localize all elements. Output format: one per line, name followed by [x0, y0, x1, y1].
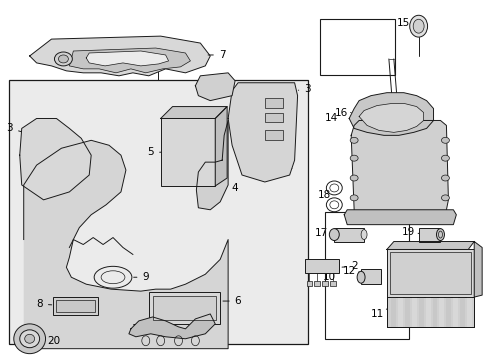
Ellipse shape	[409, 15, 427, 37]
Text: 7: 7	[208, 50, 225, 60]
Text: 3: 3	[6, 123, 21, 134]
Ellipse shape	[349, 195, 357, 201]
Text: 13: 13	[132, 324, 145, 334]
Polygon shape	[24, 140, 228, 349]
Polygon shape	[20, 118, 91, 200]
Bar	[306, 281, 312, 286]
Bar	[446, 297, 450, 327]
Bar	[397, 297, 402, 327]
Bar	[152, 296, 216, 320]
Ellipse shape	[441, 155, 448, 161]
Text: 3: 3	[298, 84, 310, 94]
Bar	[404, 297, 409, 327]
Polygon shape	[69, 48, 190, 73]
Polygon shape	[129, 314, 215, 339]
Ellipse shape	[441, 195, 448, 201]
Bar	[411, 297, 416, 327]
Ellipse shape	[54, 52, 72, 66]
Bar	[390, 297, 395, 327]
Bar	[334, 228, 364, 242]
Polygon shape	[350, 121, 447, 215]
Polygon shape	[228, 83, 297, 182]
Ellipse shape	[25, 334, 35, 343]
Ellipse shape	[412, 19, 423, 33]
Ellipse shape	[14, 324, 45, 354]
Polygon shape	[473, 242, 481, 297]
Polygon shape	[30, 36, 210, 76]
Ellipse shape	[360, 230, 366, 239]
Ellipse shape	[349, 137, 357, 143]
Bar	[304, 260, 339, 273]
Bar	[459, 297, 464, 327]
Polygon shape	[196, 121, 228, 210]
Ellipse shape	[436, 229, 444, 240]
Polygon shape	[161, 107, 226, 118]
Text: 2: 2	[341, 261, 357, 271]
Bar	[386, 297, 473, 327]
Polygon shape	[348, 93, 433, 135]
Polygon shape	[215, 107, 226, 186]
Bar	[389, 252, 470, 294]
Text: 10: 10	[322, 272, 335, 282]
Bar	[264, 113, 282, 122]
Bar	[418, 228, 440, 242]
Ellipse shape	[441, 175, 448, 181]
Text: 6: 6	[223, 296, 241, 306]
Polygon shape	[86, 51, 168, 66]
Text: 16: 16	[334, 108, 350, 117]
Polygon shape	[344, 210, 455, 225]
Text: 1: 1	[154, 60, 162, 73]
Ellipse shape	[20, 330, 40, 348]
Ellipse shape	[328, 229, 339, 240]
Ellipse shape	[356, 271, 365, 283]
Text: 18: 18	[317, 190, 330, 200]
Bar	[418, 297, 423, 327]
Bar	[148, 292, 220, 324]
Text: 15: 15	[396, 18, 413, 28]
Bar	[161, 118, 215, 186]
Bar	[314, 281, 320, 286]
Bar	[322, 281, 327, 286]
Bar	[264, 98, 282, 108]
Bar	[386, 249, 473, 297]
Polygon shape	[195, 73, 235, 100]
Text: 20: 20	[47, 336, 60, 346]
Ellipse shape	[349, 175, 357, 181]
Ellipse shape	[59, 55, 68, 63]
Polygon shape	[358, 104, 423, 132]
Bar	[467, 297, 471, 327]
Bar	[264, 130, 282, 140]
Bar	[53, 297, 98, 315]
Bar	[452, 297, 457, 327]
Text: 8: 8	[36, 299, 52, 309]
Polygon shape	[386, 242, 473, 249]
Text: 19: 19	[401, 226, 419, 237]
Text: 14: 14	[324, 113, 337, 123]
Text: 12: 12	[342, 266, 360, 276]
Bar	[360, 269, 380, 284]
Ellipse shape	[441, 137, 448, 143]
Bar	[319, 19, 394, 75]
Bar	[330, 281, 336, 286]
Ellipse shape	[349, 155, 357, 161]
Bar	[425, 297, 429, 327]
Bar	[56, 300, 95, 312]
Bar	[432, 297, 437, 327]
Text: 11: 11	[369, 309, 386, 319]
Text: 17: 17	[314, 228, 335, 238]
Text: 9: 9	[133, 272, 149, 282]
Text: 4: 4	[224, 183, 238, 193]
Bar	[324, 212, 408, 339]
Text: 5: 5	[147, 147, 161, 157]
Bar	[439, 297, 444, 327]
Bar	[9, 80, 307, 344]
